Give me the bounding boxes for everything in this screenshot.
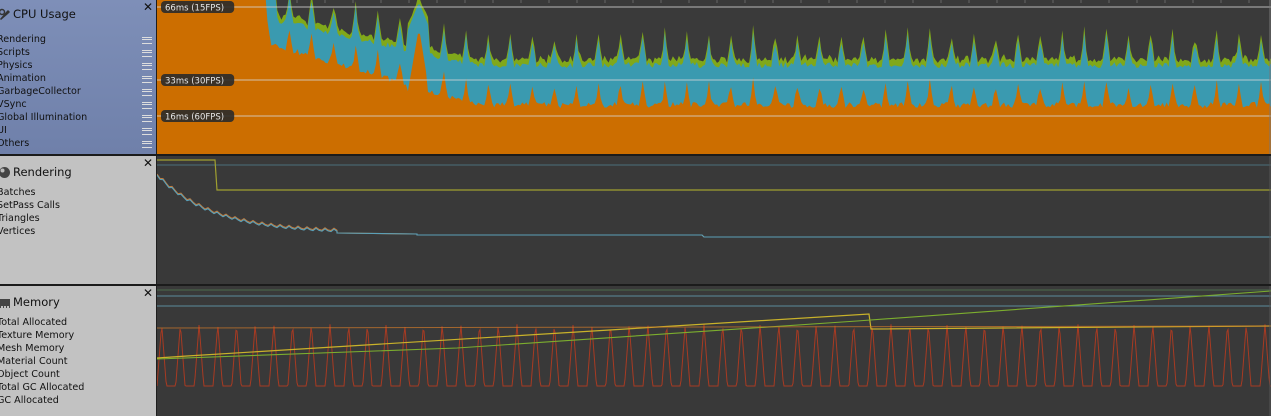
legend-item-physics[interactable]: Physics [0, 59, 157, 72]
rendering-module: Rendering ✕ Batches SetPass Calls Triangle… [0, 156, 1271, 284]
svg-text:66ms (15FPS): 66ms (15FPS) [165, 4, 224, 14]
drag-handle-icon[interactable] [142, 63, 152, 70]
legend-item-label: Texture Memory [0, 330, 74, 341]
cpu-usage-graph[interactable]: 66ms (15FPS) 33ms (30FPS) 16ms (60FPS) [157, 0, 1271, 154]
legend-item-label: Physics [0, 60, 32, 71]
rendering-title: Rendering [13, 165, 72, 179]
graph-background [157, 156, 1271, 284]
legend-item-label: VSync [0, 99, 27, 110]
memory-header[interactable]: Memory [0, 294, 60, 310]
memory-module: Memory ✕ Total Allocated Texture Memory Me… [0, 286, 1271, 416]
legend-item-label: Vertices [0, 226, 35, 237]
legend-item-scripts[interactable]: Scripts [0, 46, 157, 59]
legend-item-label: Triangles [0, 213, 40, 224]
close-icon[interactable]: ✕ [143, 288, 153, 298]
memory-title: Memory [13, 295, 60, 309]
frame-time-label: 16ms (60FPS) [161, 110, 234, 123]
legend-item-label: Scripts [0, 47, 30, 58]
cpu-usage-icon [0, 8, 11, 21]
legend-item-setpass-calls[interactable]: SetPass Calls [0, 199, 157, 212]
legend-item-rendering[interactable]: Rendering [0, 33, 157, 46]
frame-time-label: 66ms (15FPS) [161, 1, 234, 14]
legend-item-label: Total GC Allocated [0, 382, 84, 393]
legend-item-batches[interactable]: Batches [0, 186, 157, 199]
legend-item-gc-allocated[interactable]: GC Allocated [0, 394, 157, 407]
legend-item-total-allocated[interactable]: Total Allocated [0, 316, 157, 329]
drag-handle-icon[interactable] [142, 89, 152, 96]
legend-item-label: Others [0, 138, 29, 149]
legend-item-vertices[interactable]: Vertices [0, 225, 157, 238]
rendering-header[interactable]: Rendering [0, 164, 72, 180]
legend-item-label: Rendering [0, 34, 46, 45]
legend-item-object-count[interactable]: Object Count [0, 368, 157, 381]
frame-time-label: 33ms (30FPS) [161, 74, 234, 87]
cpu-usage-module: CPU Usage ✕ Rendering Scripts Physics Anima… [0, 0, 1271, 154]
legend-item-label: Global Illumination [0, 112, 87, 123]
legend-item-vsync[interactable]: VSync [0, 98, 157, 111]
legend-item-global-illumination[interactable]: Global Illumination [0, 111, 157, 124]
legend-item-triangles[interactable]: Triangles [0, 212, 157, 225]
legend-item-label: UI [0, 125, 7, 136]
memory-graph[interactable] [157, 286, 1271, 416]
drag-handle-icon[interactable] [142, 128, 152, 135]
svg-text:16ms (60FPS): 16ms (60FPS) [165, 113, 224, 123]
drag-handle-icon[interactable] [142, 37, 152, 44]
drag-handle-icon[interactable] [142, 115, 152, 122]
legend-item-label: GarbageCollector [0, 86, 81, 97]
cpu-usage-sidebar: CPU Usage ✕ Rendering Scripts Physics Anima… [0, 0, 157, 154]
legend-item-label: Animation [0, 73, 46, 84]
legend-item-garbagecollector[interactable]: GarbageCollector [0, 85, 157, 98]
legend-item-label: Batches [0, 187, 35, 198]
cpu-usage-header[interactable]: CPU Usage [0, 6, 76, 22]
legend-item-ui[interactable]: UI [0, 124, 157, 137]
drag-handle-icon[interactable] [142, 141, 152, 148]
legend-item-label: Mesh Memory [0, 343, 64, 354]
rendering-sidebar: Rendering ✕ Batches SetPass Calls Triangle… [0, 156, 157, 284]
legend-item-texture-memory[interactable]: Texture Memory [0, 329, 157, 342]
legend-item-label: Material Count [0, 356, 68, 367]
drag-handle-icon[interactable] [142, 50, 152, 57]
rendering-graph[interactable] [157, 156, 1271, 284]
legend-item-label: Total Allocated [0, 317, 67, 328]
cpu-usage-title: CPU Usage [13, 7, 76, 21]
legend-item-total-gc-allocated[interactable]: Total GC Allocated [0, 381, 157, 394]
drag-handle-icon[interactable] [142, 76, 152, 83]
legend-item-animation[interactable]: Animation [0, 72, 157, 85]
legend-item-label: SetPass Calls [0, 200, 60, 211]
svg-text:33ms (30FPS): 33ms (30FPS) [165, 77, 224, 87]
legend-item-material-count[interactable]: Material Count [0, 355, 157, 368]
rendering-icon [0, 166, 11, 179]
legend-item-label: Object Count [0, 369, 60, 380]
close-icon[interactable]: ✕ [143, 2, 153, 12]
legend-item-mesh-memory[interactable]: Mesh Memory [0, 342, 157, 355]
drag-handle-icon[interactable] [142, 102, 152, 109]
legend-item-label: GC Allocated [0, 395, 59, 406]
memory-sidebar: Memory ✕ Total Allocated Texture Memory Me… [0, 286, 157, 416]
close-icon[interactable]: ✕ [143, 158, 153, 168]
memory-icon [0, 296, 11, 309]
legend-item-others[interactable]: Others [0, 137, 157, 150]
